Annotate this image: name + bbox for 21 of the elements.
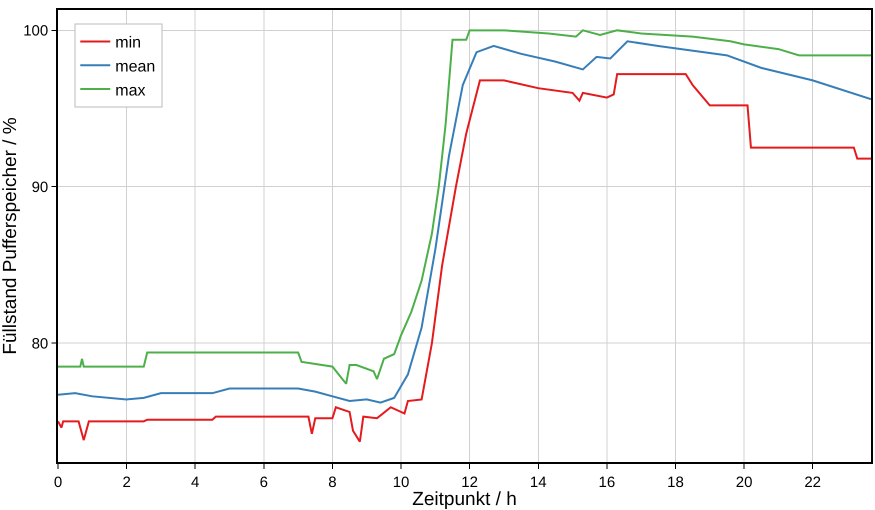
x-tick-label: 8	[328, 474, 337, 491]
line-series	[58, 73, 871, 443]
y-tick-label: 100	[23, 22, 48, 40]
x-tick-label: 6	[260, 474, 268, 491]
legend-label: max	[115, 82, 146, 100]
legend-label: min	[115, 34, 142, 52]
x-tick-label: 2	[122, 474, 131, 491]
x-tick-label: 20	[736, 474, 752, 491]
legend-label: mean	[115, 58, 156, 76]
x-axis-title: Zeitpunkt / h	[412, 489, 517, 510]
x-tick-label: 22	[804, 474, 822, 491]
x-tick-label: 16	[598, 474, 616, 491]
x-tick-label: 10	[392, 474, 410, 491]
x-tick-label: 4	[191, 474, 200, 491]
y-axis-title: Füllstand Pufferspeicher / %	[0, 117, 21, 355]
x-tick-label: 12	[461, 474, 478, 491]
x-tick-label: 18	[667, 474, 684, 491]
x-tick-label: 14	[530, 474, 547, 491]
y-tick-label: 80	[32, 335, 48, 352]
y-tick-label: 90	[32, 178, 48, 196]
x-tick-label: 0	[54, 474, 62, 491]
